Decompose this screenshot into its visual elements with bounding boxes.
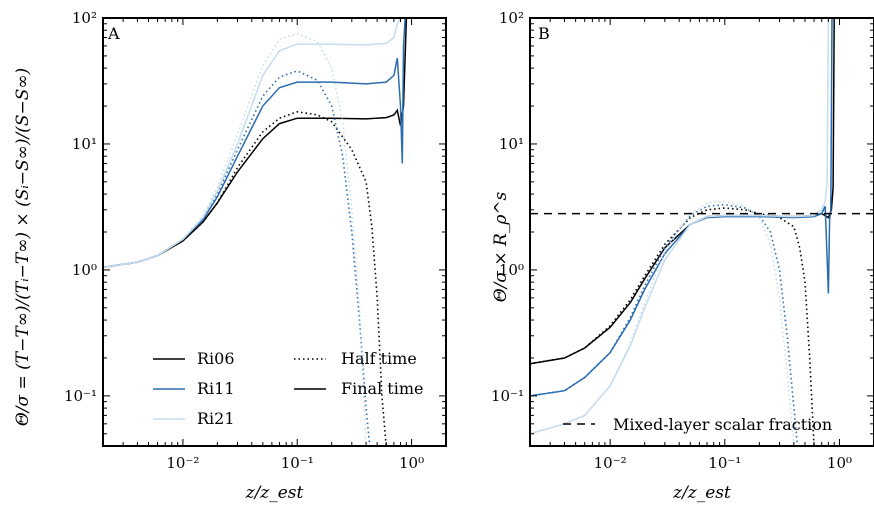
legend-label: Ri21	[197, 409, 235, 428]
y-tick-label: 10²	[499, 9, 524, 27]
y-tick-label: 10⁰	[499, 261, 524, 279]
x-tick-label: 10⁰	[827, 454, 852, 472]
y-tick-label: 10¹	[72, 135, 97, 153]
legend-reference: Mixed-layer scalar fraction	[563, 415, 832, 434]
series-line-ri06-half	[530, 207, 815, 446]
series-group	[103, 18, 408, 446]
x-axis-label: z/z_est	[672, 483, 731, 503]
series-line-ri11-half	[530, 203, 799, 446]
x-tick-label: 10⁻¹	[281, 454, 314, 472]
legend-label: Mixed-layer scalar fraction	[613, 415, 832, 434]
series-line-ri06-half	[103, 110, 387, 446]
panel-letter: A	[107, 24, 120, 43]
legend-label: Ri06	[197, 349, 235, 368]
series-line-ri11-final	[103, 18, 406, 268]
series-line-ri21-final	[530, 18, 830, 435]
x-tick-label: 10⁰	[399, 454, 424, 472]
series-group	[530, 18, 835, 446]
panel-b: Θ/σ × R_ρ^s 10⁻² 10⁻¹ 10⁰ 10⁻¹ 10⁰ 10¹ 10² z/z_…	[491, 9, 874, 503]
axes-frame	[529, 17, 874, 447]
panel-a: Θ/σ = (T−T∞)/(Tᵢ−T∞) × (Sᵢ−S∞)/(S−S∞) 10…	[13, 9, 447, 503]
x-tick-label: 10⁻¹	[708, 454, 741, 472]
x-tick-label: 10⁻²	[166, 454, 199, 472]
legend-label: Ri11	[197, 379, 235, 398]
series-line-ri06-final	[103, 18, 408, 268]
y-tick-label: 10¹	[499, 135, 524, 153]
series-line-ri21-half	[530, 200, 795, 446]
y-tick-label: 10²	[72, 9, 97, 27]
y-tick-label: 10⁰	[72, 261, 97, 279]
series-line-ri11-final	[530, 18, 833, 397]
series-line-ri06-final	[530, 18, 835, 365]
panel-a-y-axis-label: Θ/σ = (T−T∞)/(Tᵢ−T∞) × (Sᵢ−S∞)/(S−S∞)	[13, 68, 33, 426]
series-line-ri21-half	[103, 32, 367, 446]
y-tick-label: 10⁻¹	[64, 387, 97, 405]
y-tick-label: 10⁻¹	[491, 387, 524, 405]
x-tick-label: 10⁻²	[594, 454, 627, 472]
series-line-ri21-final	[103, 18, 402, 268]
legend-label: Final time	[341, 379, 423, 398]
panel-b-y-axis-label: Θ/σ × R_ρ^s	[491, 191, 511, 302]
legend-label: Half time	[341, 349, 417, 368]
x-axis-label: z/z_est	[245, 483, 304, 503]
panel-letter: B	[538, 24, 550, 43]
series-line-ri11-half	[103, 70, 371, 446]
legend: Ri06 Ri11 Ri21 Half time Final time	[153, 349, 423, 428]
